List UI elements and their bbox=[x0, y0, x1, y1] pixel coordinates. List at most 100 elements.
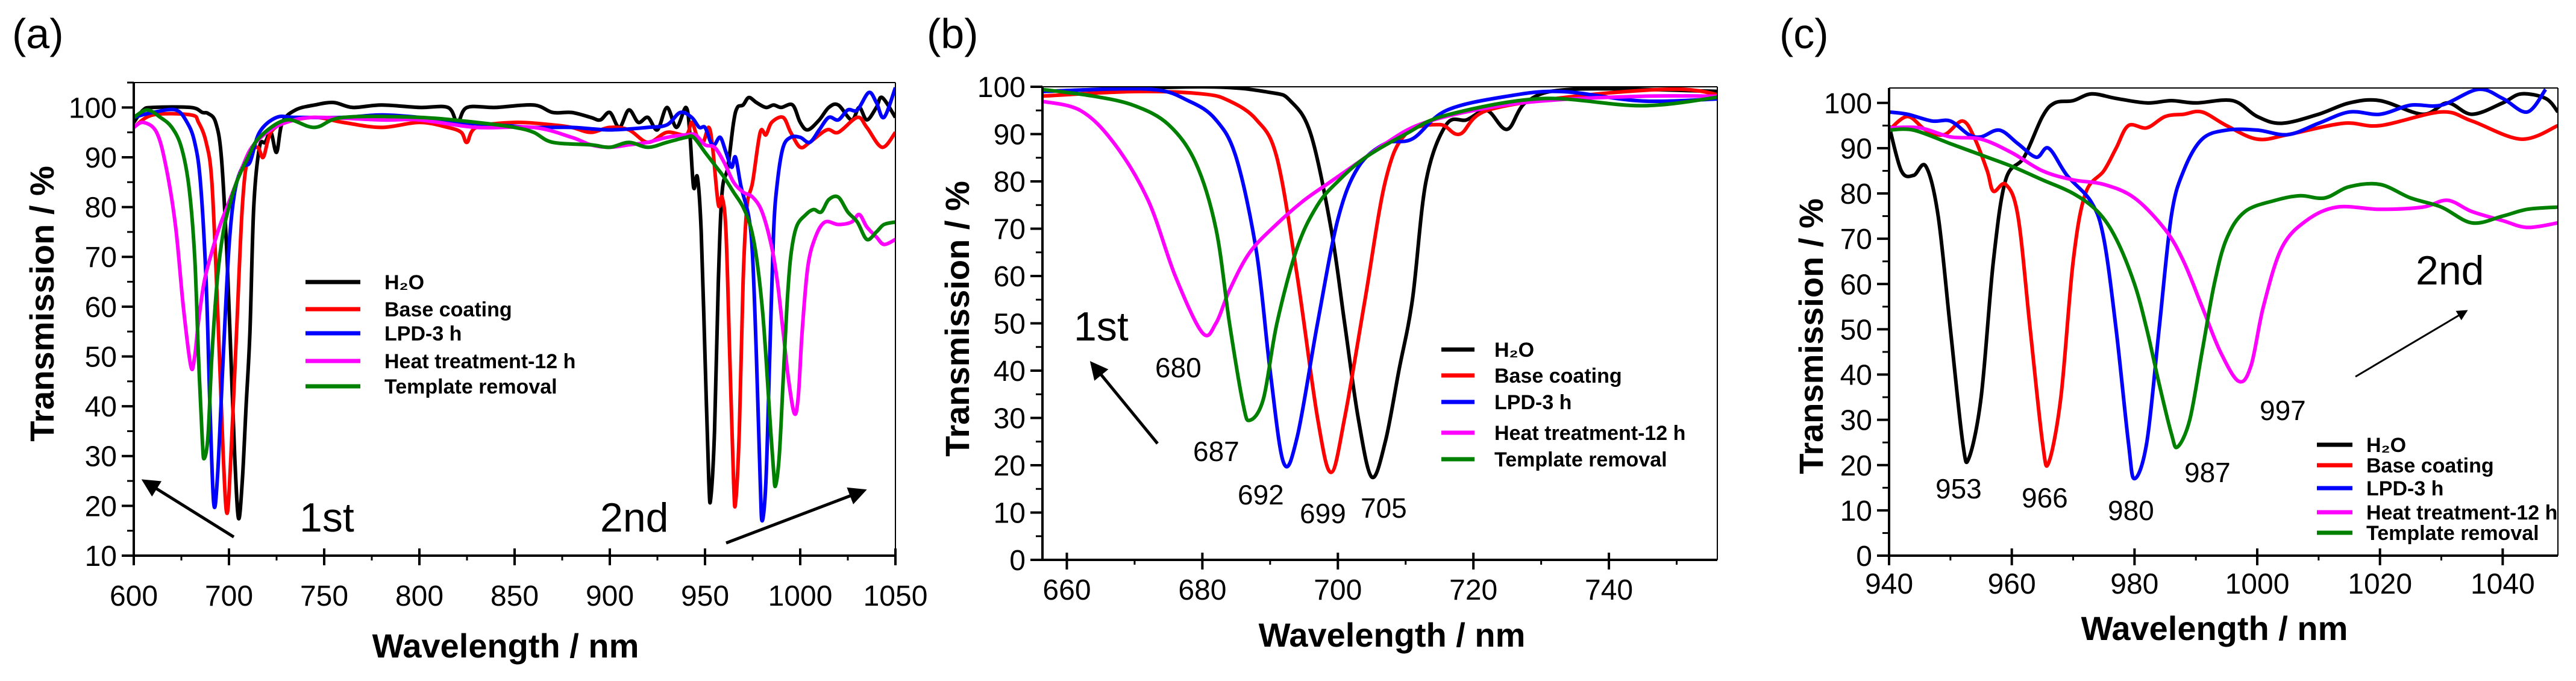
y-tick-label: 60 bbox=[994, 261, 1026, 293]
x-tick-label: 1020 bbox=[2348, 568, 2412, 600]
legend-label: H₂O bbox=[2366, 434, 2406, 457]
y-tick-label: 20 bbox=[1840, 450, 1872, 482]
peak-label: 687 bbox=[1193, 436, 1239, 467]
x-tick-label: 600 bbox=[110, 580, 158, 612]
y-tick-label: 20 bbox=[994, 450, 1026, 482]
series-line-2 bbox=[134, 111, 895, 515]
panel-label: (a) bbox=[12, 10, 64, 57]
legend-label: Heat treatment-12 h bbox=[2366, 501, 2557, 524]
series-line-1 bbox=[1042, 87, 1717, 480]
y-tick-label: 70 bbox=[1840, 224, 1872, 256]
series-line-2 bbox=[1889, 109, 2558, 468]
legend-label: H₂O bbox=[1494, 339, 1534, 362]
x-tick-label: 660 bbox=[1042, 574, 1091, 606]
y-tick-label: 50 bbox=[994, 309, 1026, 340]
x-tick-label: 700 bbox=[205, 580, 253, 612]
y-tick-label: 50 bbox=[1840, 314, 1872, 346]
shift-arrow bbox=[1089, 361, 1159, 445]
peak-label: 705 bbox=[1361, 492, 1407, 524]
shift-arrow bbox=[725, 487, 867, 545]
legend-label: LPD-3 h bbox=[1494, 391, 1572, 414]
legend-label: Template removal bbox=[384, 375, 557, 398]
x-tick-label: 720 bbox=[1449, 574, 1497, 606]
order-annotation: 1st bbox=[299, 495, 354, 541]
x-tick-label: 800 bbox=[395, 580, 443, 612]
x-tick-label: 960 bbox=[1988, 568, 2036, 600]
y-tick-label: 40 bbox=[1840, 360, 1872, 392]
series-line-1 bbox=[134, 95, 895, 521]
peak-label: 966 bbox=[2022, 482, 2068, 513]
x-axis-title: Wavelength / nm bbox=[372, 627, 639, 665]
x-tick-label: 900 bbox=[586, 580, 634, 612]
x-tick-label: 740 bbox=[1585, 574, 1633, 606]
y-tick-label: 30 bbox=[85, 441, 117, 473]
x-tick-label: 1000 bbox=[2225, 568, 2290, 600]
x-axis-title: Wavelength / nm bbox=[2081, 609, 2348, 647]
peak-label: 680 bbox=[1155, 352, 1202, 383]
legend-label: Heat treatment-12 h bbox=[1494, 422, 1685, 445]
series-group bbox=[134, 87, 895, 523]
y-tick-label: 60 bbox=[85, 292, 117, 324]
peak-label: 980 bbox=[2108, 495, 2154, 526]
panel-b: (b) 0 10 20 30 40 50 60 70 80 90 100 660 680 700 720 740… bbox=[927, 10, 1718, 654]
legend-label: LPD-3 h bbox=[384, 322, 462, 345]
series-line-5 bbox=[1042, 87, 1717, 422]
series-group bbox=[1889, 88, 2558, 481]
legend-label: Base coating bbox=[2366, 454, 2494, 477]
x-tick-label: 680 bbox=[1178, 574, 1226, 606]
y-tick-label: 70 bbox=[85, 242, 117, 274]
y-tick-label: 60 bbox=[1840, 269, 1872, 301]
order-annotation: 2nd bbox=[600, 495, 668, 541]
x-tick-label: 850 bbox=[490, 580, 539, 612]
y-tick-label: 100 bbox=[69, 92, 117, 124]
series-line-3 bbox=[1042, 87, 1717, 469]
y-tick-label: 30 bbox=[1840, 405, 1872, 437]
shift-arrow bbox=[141, 479, 235, 539]
panel-a: (a) 10 20 30 40 50 60 70 80 90 100 600 700 750 800 850 9… bbox=[12, 10, 927, 665]
order-annotation: 2nd bbox=[2416, 248, 2484, 293]
peak-label: 997 bbox=[2260, 395, 2306, 426]
x-tick-label: 1040 bbox=[2471, 568, 2535, 600]
series-line-3 bbox=[134, 87, 895, 523]
series-line-4 bbox=[1889, 125, 2558, 384]
y-tick-label: 40 bbox=[85, 391, 117, 423]
shift-arrow bbox=[2355, 310, 2468, 378]
series-line-5 bbox=[1889, 127, 2558, 450]
y-tick-label: 80 bbox=[994, 166, 1026, 198]
peak-label: 987 bbox=[2184, 457, 2231, 488]
peak-label: 692 bbox=[1238, 479, 1284, 510]
y-tick-label: 90 bbox=[1840, 133, 1872, 165]
legend-label: Base coating bbox=[1494, 365, 1622, 388]
y-tick-label: 80 bbox=[1840, 178, 1872, 210]
y-tick-label: 70 bbox=[994, 214, 1026, 246]
y-tick-label: 10 bbox=[994, 498, 1026, 530]
x-tick-label: 980 bbox=[2110, 568, 2158, 600]
y-tick-label: 80 bbox=[85, 192, 117, 224]
x-tick-label: 750 bbox=[300, 580, 348, 612]
x-axis-title: Wavelength / nm bbox=[1259, 616, 1526, 654]
y-tick-label: 100 bbox=[1824, 88, 1872, 120]
panel-label: (b) bbox=[927, 10, 979, 57]
x-tick-label: 700 bbox=[1314, 574, 1362, 606]
peak-label: 699 bbox=[1300, 498, 1346, 529]
y-tick-label: 40 bbox=[994, 356, 1026, 388]
x-tick-label: 940 bbox=[1865, 568, 1913, 600]
order-annotation: 1st bbox=[1074, 304, 1129, 350]
x-tick-label: 950 bbox=[681, 580, 729, 612]
legend-label: H₂O bbox=[384, 271, 424, 294]
panel-label: (c) bbox=[1779, 10, 1829, 57]
y-tick-label: 90 bbox=[994, 119, 1026, 151]
y-tick-label: 50 bbox=[85, 341, 117, 373]
y-axis-title: Transmission / % bbox=[23, 166, 61, 442]
peak-label: 953 bbox=[1935, 473, 1982, 504]
x-tick-label: 1000 bbox=[768, 580, 833, 612]
y-tick-label: 90 bbox=[85, 142, 117, 174]
y-axis-title: Transmission / % bbox=[938, 181, 976, 457]
x-tick-label: 1050 bbox=[863, 580, 928, 612]
series-line-4 bbox=[1042, 94, 1717, 337]
y-tick-label: 0 bbox=[1009, 545, 1026, 577]
legend-label: Heat treatment-12 h bbox=[384, 350, 575, 373]
